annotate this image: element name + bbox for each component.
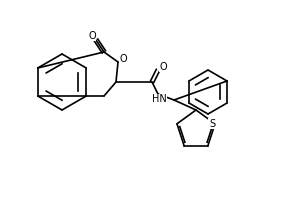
Text: O: O [159, 62, 167, 72]
Text: HN: HN [152, 94, 166, 104]
Text: O: O [119, 54, 127, 64]
Text: S: S [209, 119, 215, 129]
Text: O: O [88, 31, 96, 41]
